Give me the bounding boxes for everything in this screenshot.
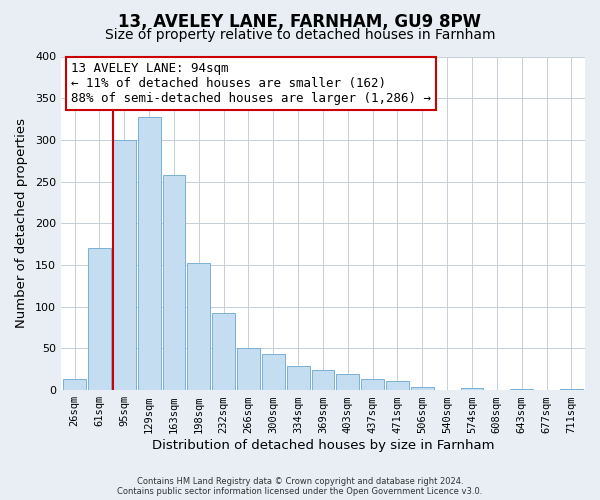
Bar: [461, 388, 484, 390]
Bar: [137, 116, 161, 390]
Bar: [311, 370, 334, 390]
Bar: [212, 314, 235, 390]
Text: 13, AVELEY LANE, FARNHAM, GU9 8PW: 13, AVELEY LANE, FARNHAM, GU9 8PW: [119, 12, 482, 30]
Bar: [510, 388, 533, 390]
Bar: [88, 248, 111, 390]
Y-axis label: Number of detached properties: Number of detached properties: [15, 118, 28, 328]
Bar: [113, 140, 136, 390]
Bar: [361, 380, 384, 390]
Bar: [187, 262, 210, 390]
Text: Contains HM Land Registry data © Crown copyright and database right 2024.: Contains HM Land Registry data © Crown c…: [137, 478, 463, 486]
Bar: [337, 374, 359, 390]
Text: 13 AVELEY LANE: 94sqm
← 11% of detached houses are smaller (162)
88% of semi-det: 13 AVELEY LANE: 94sqm ← 11% of detached …: [71, 62, 431, 104]
Text: Size of property relative to detached houses in Farnham: Size of property relative to detached ho…: [105, 28, 495, 42]
Bar: [411, 387, 434, 390]
Bar: [287, 366, 310, 390]
Bar: [560, 388, 583, 390]
Bar: [262, 354, 285, 390]
Text: Contains public sector information licensed under the Open Government Licence v3: Contains public sector information licen…: [118, 487, 482, 496]
X-axis label: Distribution of detached houses by size in Farnham: Distribution of detached houses by size …: [152, 440, 494, 452]
Bar: [237, 348, 260, 390]
Bar: [163, 175, 185, 390]
Bar: [386, 381, 409, 390]
Bar: [63, 380, 86, 390]
